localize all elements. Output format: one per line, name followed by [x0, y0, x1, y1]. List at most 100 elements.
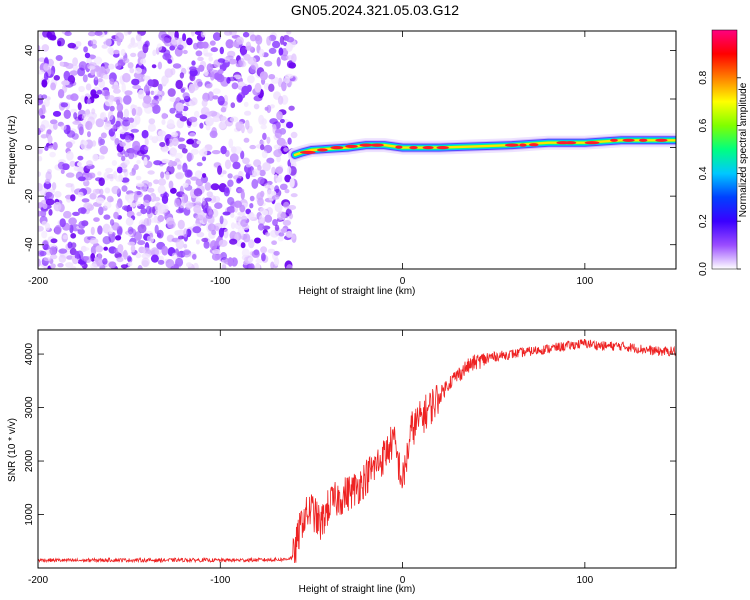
noise-blob — [98, 136, 103, 147]
colorbar-tick-label: 0.8 — [698, 70, 709, 84]
noise-blob — [137, 89, 145, 100]
noise-blob — [289, 178, 295, 188]
noise-blob — [195, 239, 200, 245]
noise-blob — [266, 189, 273, 198]
noise-blob — [83, 256, 92, 263]
noise-blob — [50, 263, 56, 269]
noise-blob — [259, 214, 265, 224]
colorbar-tick-label: 0.6 — [698, 118, 709, 132]
y-tick-label: 20 — [24, 93, 35, 105]
x-tick-label: -100 — [210, 276, 230, 287]
noise-blob — [280, 228, 287, 233]
noise-blob — [217, 58, 226, 63]
noise-blob — [40, 209, 47, 218]
noise-blob — [193, 188, 203, 197]
noise-blob — [264, 183, 271, 189]
noise-blob — [54, 224, 62, 235]
noise-blob — [119, 129, 127, 135]
noise-blob — [109, 49, 115, 56]
noise-blob — [206, 63, 213, 73]
noise-blob — [121, 82, 126, 93]
noise-blob — [148, 118, 156, 125]
noise-blob — [230, 102, 236, 109]
noise-blob — [84, 52, 91, 59]
noise-blob — [288, 205, 297, 210]
noise-blob — [156, 43, 163, 51]
ridge-hotspot — [622, 138, 635, 142]
noise-blob — [203, 69, 209, 76]
noise-blob — [134, 67, 143, 74]
noise-blob — [255, 34, 263, 45]
noise-blob — [266, 104, 272, 114]
noise-blob — [255, 258, 264, 264]
noise-blob — [103, 246, 108, 251]
noise-blob — [131, 78, 140, 86]
noise-blob — [243, 101, 249, 108]
noise-blob — [288, 62, 297, 69]
noise-blob — [48, 209, 53, 216]
noise-blob — [177, 143, 187, 150]
y-tick-label: -20 — [24, 188, 35, 203]
noise-blob — [89, 237, 99, 245]
noise-blob — [247, 213, 256, 220]
noise-blob — [242, 233, 251, 243]
noise-blob — [98, 177, 105, 186]
noise-blob — [72, 57, 78, 66]
y-tick-label: 4000 — [24, 343, 35, 366]
noise-blob — [44, 145, 49, 151]
ridge-hotspot — [639, 138, 648, 142]
x-tick-label: -200 — [28, 575, 48, 586]
noise-blob — [150, 254, 159, 263]
ridge-hotspot — [422, 146, 434, 150]
noise-blob — [249, 34, 257, 42]
noise-blob — [203, 241, 210, 249]
noise-blob — [179, 72, 185, 79]
noise-blob — [77, 228, 85, 235]
noise-blob — [77, 207, 87, 214]
noise-blob — [82, 140, 88, 146]
noise-blob — [150, 247, 160, 257]
noise-blob — [206, 191, 213, 198]
noise-blob — [177, 44, 184, 51]
noise-blob — [109, 105, 115, 112]
noise-blob — [229, 116, 239, 123]
noise-blob — [194, 170, 203, 179]
noise-blob — [145, 205, 152, 215]
noise-blob — [210, 47, 218, 53]
noise-blob — [127, 62, 134, 69]
noise-blob — [218, 122, 227, 129]
noise-blob — [188, 83, 196, 94]
noise-blob — [190, 31, 195, 37]
noise-blob — [186, 262, 192, 268]
noise-blob — [97, 253, 103, 260]
noise-blob — [161, 147, 169, 153]
noise-blob — [236, 178, 242, 184]
noise-blob — [127, 226, 134, 235]
noise-blob — [190, 176, 199, 181]
noise-blob — [131, 108, 137, 116]
noise-blob — [129, 42, 138, 48]
noise-blob — [157, 83, 163, 92]
noise-blob — [113, 88, 121, 94]
noise-blob — [153, 215, 158, 223]
noise-blob — [41, 220, 48, 226]
noise-blob — [211, 127, 218, 137]
noise-blob — [98, 206, 104, 216]
noise-blob — [175, 239, 185, 250]
noise-blob — [70, 194, 76, 202]
noise-blob — [290, 131, 298, 139]
noise-blob — [283, 147, 289, 152]
noise-blob — [115, 32, 125, 42]
noise-blob — [201, 156, 207, 162]
noise-blob — [120, 48, 126, 57]
noise-blob — [196, 162, 203, 167]
noise-blob — [277, 95, 284, 105]
noise-blob — [53, 123, 58, 130]
noise-blob — [224, 159, 232, 170]
noise-blob — [63, 109, 71, 120]
noise-blob — [113, 49, 120, 55]
noise-blob — [262, 132, 267, 140]
noise-blob — [109, 219, 115, 226]
noise-blob — [60, 124, 67, 131]
noise-blob — [260, 246, 268, 254]
